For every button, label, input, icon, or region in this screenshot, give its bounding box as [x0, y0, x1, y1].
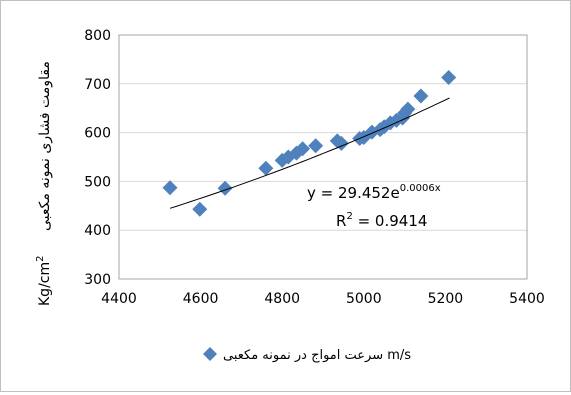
x-tick-label: 5200 — [428, 291, 464, 307]
data-point — [413, 88, 429, 104]
y-tick-label: 300 — [84, 272, 111, 288]
data-point — [295, 141, 311, 157]
r-squared-sup: 2 — [346, 211, 352, 222]
y-axis-unit-sup: 2 — [35, 256, 46, 262]
legend-label: سرعت امواج در نمونه مکعبی m/s — [223, 348, 411, 363]
gridlines — [119, 83, 527, 231]
y-tick-label: 500 — [84, 174, 111, 190]
y-axis-title-text: مقاومت فشاری نمونه مکعبی — [37, 61, 53, 231]
equation-text: y = 29.452e — [307, 184, 400, 202]
y-tick-label: 800 — [84, 28, 111, 44]
x-tick-label: 4600 — [183, 291, 219, 307]
x-tick-label: 5400 — [509, 291, 545, 307]
x-tick-label: 5000 — [346, 291, 382, 307]
trendline — [169, 97, 450, 209]
r-squared-label: R2 = 0.9414 — [336, 211, 427, 230]
y-tick-labels: 300 400 500 600 700 800 — [84, 28, 111, 288]
data-point — [308, 138, 324, 154]
y-axis-unit: Kg/cm — [37, 262, 53, 306]
x-tick-label: 4400 — [101, 291, 137, 307]
data-point — [400, 101, 416, 117]
data-point — [192, 201, 208, 217]
data-points — [162, 69, 457, 217]
legend: سرعت امواج در نمونه مکعبی m/s — [203, 347, 411, 363]
equation-exponent: 0.0006x — [400, 183, 441, 194]
r-squared-value: = 0.9414 — [353, 212, 428, 230]
data-point — [162, 180, 178, 196]
x-tick-labels: 4400 4600 4800 5000 5200 5400 — [101, 291, 545, 307]
plot-area-border — [118, 34, 528, 280]
legend-marker — [203, 347, 217, 361]
y-axis-title: Kg/cm2 مقاومت فشاری نمونه مکعبی — [35, 61, 53, 306]
data-point — [441, 69, 457, 85]
data-point — [258, 160, 274, 176]
data-point — [333, 135, 349, 151]
y-tick-label: 700 — [84, 77, 111, 93]
y-tick-label: 400 — [84, 223, 111, 239]
data-point — [217, 180, 233, 196]
y-tick-label: 600 — [84, 126, 111, 142]
svg-text:Kg/cm2: Kg/cm2 — [35, 256, 53, 307]
x-tick-label: 4800 — [264, 291, 300, 307]
equation-label: y = 29.452e0.0006x — [307, 183, 441, 202]
r-squared-r: R — [336, 212, 346, 230]
